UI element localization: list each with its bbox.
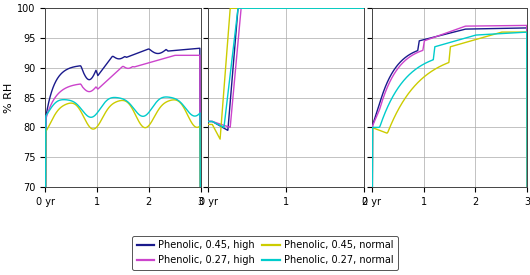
Legend: Phenolic, 0.45, high, Phenolic, 0.27, high, Phenolic, 0.45, normal, Phenolic, 0.: Phenolic, 0.45, high, Phenolic, 0.27, hi… [131,236,399,270]
Y-axis label: % RH: % RH [4,82,14,113]
